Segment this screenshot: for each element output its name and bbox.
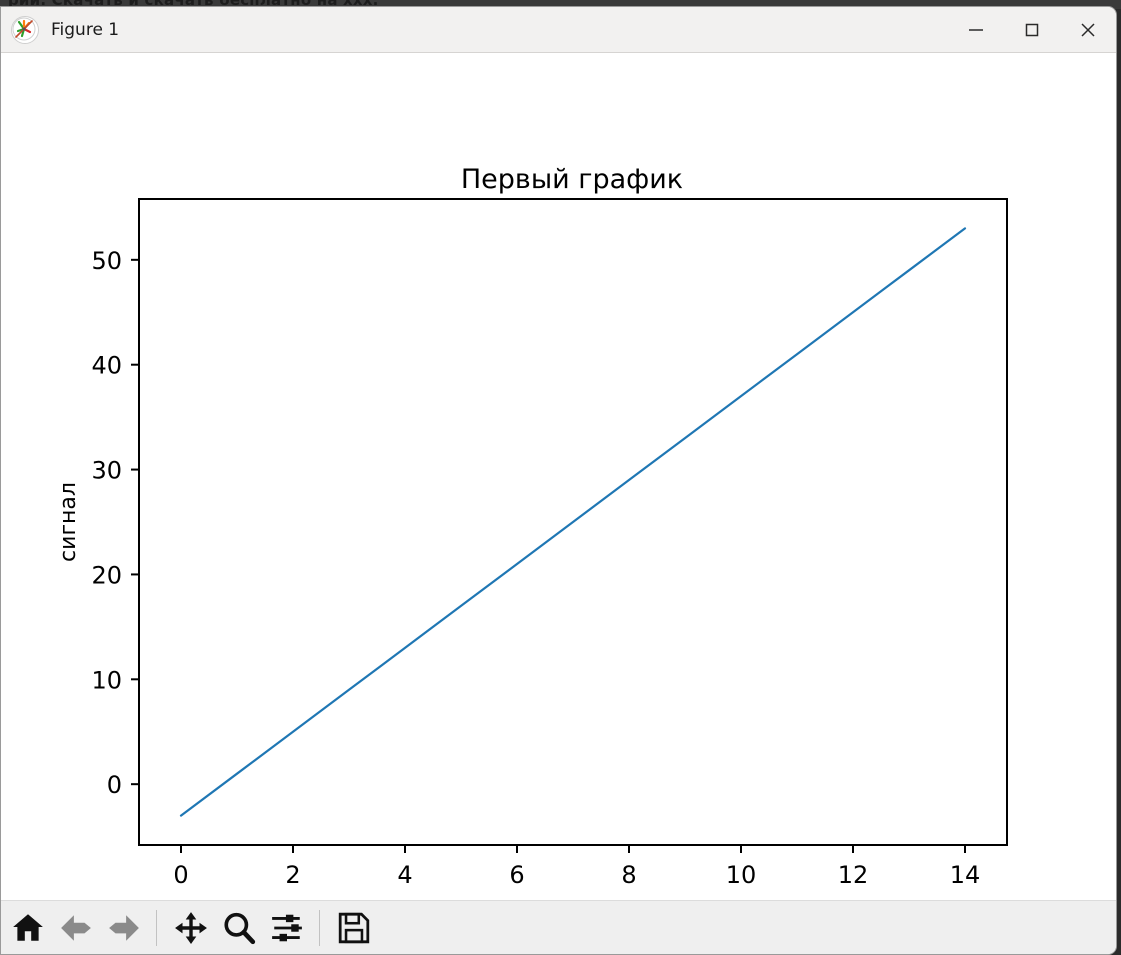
y-tick-label: 20 xyxy=(91,561,122,589)
x-tick-label: 6 xyxy=(509,861,524,889)
data-line-signal xyxy=(179,227,967,817)
toolbar-button-pan[interactable] xyxy=(168,904,214,952)
matplotlib-logo-icon xyxy=(11,15,39,44)
maximize-icon[interactable] xyxy=(1004,7,1060,52)
x-tick-label: 12 xyxy=(838,861,869,889)
toolbar-separator xyxy=(319,909,320,946)
minimize-icon[interactable] xyxy=(948,7,1004,52)
x-tick-label: 2 xyxy=(285,861,300,889)
toolbar-button-save[interactable] xyxy=(331,904,377,952)
axis-ticks: 0 2 4 6 8 10 12 14 0 10 20 30 40 50 xyxy=(91,247,980,889)
window-title: Figure 1 xyxy=(51,19,120,40)
x-tick-label: 0 xyxy=(173,861,188,889)
y-tick-label: 0 xyxy=(107,771,122,799)
axes-frame xyxy=(138,198,1008,846)
navigation-toolbar xyxy=(1,900,1116,954)
toolbar-button-zoom[interactable] xyxy=(216,904,262,952)
titlebar: Figure 1 xyxy=(1,7,1116,53)
toolbar-button-home[interactable] xyxy=(5,904,51,952)
toolbar-button-back[interactable] xyxy=(53,904,99,952)
y-tick-label: 50 xyxy=(91,247,122,275)
background-window: рии. Скачать и скачать бесплатно на ххх. xyxy=(0,0,1121,9)
plot-title: Первый график xyxy=(461,164,683,195)
x-tick-label: 10 xyxy=(726,861,757,889)
y-tick-label: 40 xyxy=(91,352,122,380)
toolbar-button-forward[interactable] xyxy=(101,904,147,952)
x-tick-label: 8 xyxy=(621,861,636,889)
toolbar-separator xyxy=(156,909,157,946)
y-axis-label: сигнал xyxy=(56,482,81,562)
x-tick-label: 14 xyxy=(950,861,981,889)
y-tick-label: 10 xyxy=(91,666,122,694)
x-tick-label: 4 xyxy=(397,861,412,889)
toolbar-button-subplots[interactable] xyxy=(264,904,310,952)
y-tick-label: 30 xyxy=(91,457,122,485)
background-window-title: рии. Скачать и скачать бесплатно на ххх. xyxy=(8,0,379,9)
figure-window: Figure 1 Первый граф xyxy=(0,6,1117,955)
close-icon[interactable] xyxy=(1060,7,1116,52)
window-controls xyxy=(948,7,1116,52)
